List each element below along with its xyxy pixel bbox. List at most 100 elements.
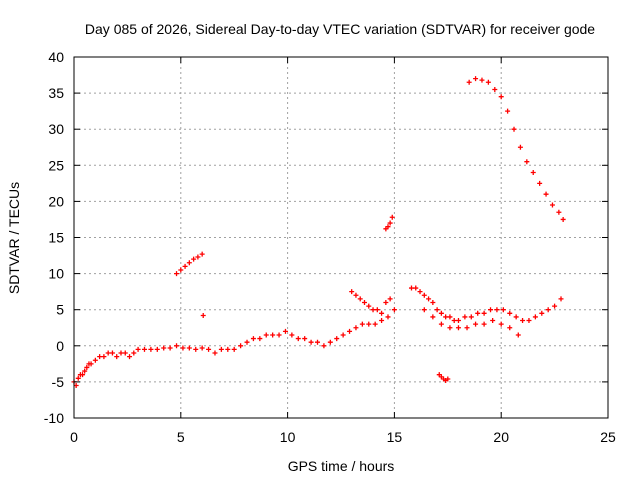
data-point — [186, 260, 192, 266]
data-point — [238, 343, 244, 349]
data-point — [270, 332, 276, 338]
x-tick-label: 20 — [493, 429, 509, 445]
data-point — [466, 79, 472, 85]
data-point — [455, 325, 461, 331]
data-point — [84, 364, 90, 370]
y-tick-label: -5 — [52, 374, 65, 390]
data-point — [379, 318, 385, 324]
y-tick-label: 25 — [48, 157, 64, 173]
data-point — [349, 289, 355, 295]
data-point — [475, 310, 481, 316]
data-point — [282, 328, 288, 334]
data-point — [488, 307, 494, 313]
data-point — [193, 346, 199, 352]
data-point — [391, 307, 397, 313]
data-point — [379, 310, 385, 316]
data-point — [445, 376, 451, 382]
data-point — [195, 254, 201, 260]
data-point — [200, 312, 206, 318]
data-point — [353, 325, 359, 331]
data-point — [174, 343, 180, 349]
data-point — [430, 314, 436, 320]
data-point — [537, 180, 543, 186]
data-point — [180, 345, 186, 351]
data-point — [511, 126, 517, 132]
data-point — [315, 339, 321, 345]
data-point — [231, 346, 237, 352]
data-point — [500, 307, 506, 313]
data-point — [545, 307, 551, 313]
data-point — [327, 339, 333, 345]
data-point — [443, 314, 449, 320]
data-point — [135, 346, 141, 352]
data-point — [122, 350, 128, 356]
data-point — [127, 354, 133, 360]
data-point — [308, 339, 314, 345]
data-point — [434, 307, 440, 313]
data-point — [385, 224, 391, 230]
x-tick-label: 25 — [600, 429, 616, 445]
data-point — [244, 339, 250, 345]
data-point — [438, 310, 444, 316]
y-tick-label: -10 — [44, 410, 64, 426]
data-point — [552, 303, 558, 309]
data-point — [361, 299, 367, 305]
data-point — [225, 346, 231, 352]
data-point — [374, 307, 380, 313]
data-point — [426, 296, 432, 302]
x-tick-labels: 0 5 10 15 20 25 — [70, 429, 616, 445]
data-point — [191, 256, 197, 262]
data-points — [71, 76, 566, 389]
data-point — [366, 303, 372, 309]
series-group — [466, 76, 566, 222]
data-point — [481, 310, 487, 316]
data-point — [182, 263, 188, 269]
data-point — [347, 328, 353, 334]
data-point — [539, 310, 545, 316]
data-point — [558, 296, 564, 302]
data-point — [389, 214, 395, 220]
data-point — [372, 321, 378, 327]
data-point — [387, 220, 393, 226]
chart-title: Day 085 of 2026, Sidereal Day-to-day VTE… — [85, 21, 595, 37]
data-point — [101, 354, 107, 360]
data-point — [105, 350, 111, 356]
x-axis-label: GPS time / hours — [288, 458, 395, 474]
series-group — [174, 214, 451, 383]
data-point — [178, 267, 184, 273]
data-point — [498, 94, 504, 100]
data-point — [479, 77, 485, 83]
data-point — [473, 321, 479, 327]
axis-ticks — [73, 56, 609, 419]
data-point — [447, 325, 453, 331]
data-point — [114, 354, 120, 360]
data-point — [141, 346, 147, 352]
series-group — [421, 307, 521, 338]
data-point — [82, 368, 88, 374]
x-tick-label: 15 — [387, 429, 403, 445]
data-point — [295, 336, 301, 342]
data-point — [75, 375, 81, 381]
data-point — [302, 336, 308, 342]
data-point — [109, 350, 115, 356]
y-tick-label: 40 — [48, 49, 64, 65]
data-point — [455, 318, 461, 324]
data-point — [385, 314, 391, 320]
data-point — [413, 285, 419, 291]
data-point — [438, 321, 444, 327]
data-point — [513, 314, 519, 320]
data-point — [289, 332, 295, 338]
y-tick-label: 30 — [48, 121, 64, 137]
data-point — [481, 321, 487, 327]
data-point — [340, 332, 346, 338]
data-point — [468, 314, 474, 320]
data-point — [334, 336, 340, 342]
data-point — [408, 285, 414, 291]
data-point — [530, 170, 536, 176]
data-point — [88, 361, 94, 367]
y-tick-labels: -10 -5 0 5 10 15 20 25 30 35 40 — [44, 49, 64, 426]
data-point — [549, 202, 555, 208]
data-point — [464, 325, 470, 331]
data-point — [520, 318, 526, 324]
data-point — [167, 345, 173, 351]
